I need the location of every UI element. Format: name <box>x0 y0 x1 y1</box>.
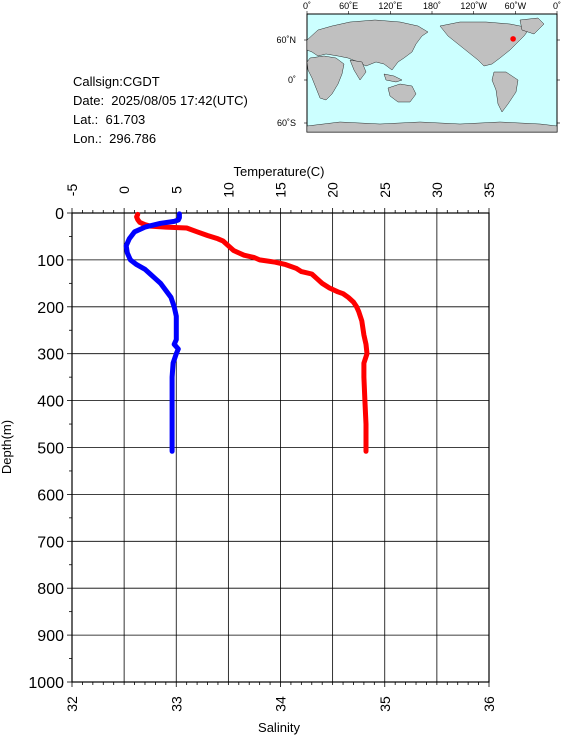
map-longitude-labels: 0˚ 60˚E 120˚E 180˚ 120˚W 60˚W 0˚ <box>303 1 561 14</box>
map-longitude-label: 0˚ <box>553 1 561 11</box>
depth-tick-label: 900 <box>37 628 64 645</box>
map-latitude-labels: 60˚N 0˚ 60˚S <box>276 35 560 128</box>
station-info: Callsign:CGDT Date: 2025/08/05 17:42(UTC… <box>73 72 248 148</box>
salinity-tick-label: 35 <box>377 696 393 712</box>
station-marker <box>510 36 516 42</box>
map-longitude-label: 120˚E <box>378 1 402 11</box>
map-longitude-label: 60˚E <box>339 1 358 11</box>
temperature-tick-label: -5 <box>64 184 80 197</box>
longitude-text: Lon.: 296.786 <box>73 131 157 146</box>
profile-series <box>123 211 370 454</box>
land-greenland <box>519 17 545 35</box>
world-map: 0˚ 60˚E 120˚E 180˚ 120˚W 60˚W 0˚ 60˚N 0˚ 60˚S <box>276 1 561 133</box>
salinity-axis: 32 33 34 35 36 <box>64 682 497 712</box>
depth-tick-label: 400 <box>37 394 64 411</box>
temperature-axis: -5 0 5 10 15 20 25 30 35 <box>64 182 497 213</box>
temperature-tick-label: 10 <box>220 182 236 198</box>
depth-tick-label: 600 <box>37 487 64 504</box>
temperature-tick-label: 20 <box>325 182 341 198</box>
latitude-text: Lat.: 61.703 <box>73 112 146 127</box>
depth-tick-label: 0 <box>55 206 64 223</box>
temperature-tick-label: 35 <box>481 182 497 198</box>
land-antarctica <box>306 121 558 133</box>
temperature-tick-label: 5 <box>168 186 184 194</box>
land-eurasia <box>306 19 429 71</box>
temperature-tick-label: 30 <box>429 182 445 198</box>
land-india <box>349 59 367 81</box>
map-latitude-label: 60˚N <box>276 35 296 45</box>
depth-axis: 0 100 200 300 400 500 600 700 800 900 1000 <box>28 206 72 692</box>
land-north-america <box>439 21 531 67</box>
temperature-profile-line <box>134 211 370 454</box>
depth-tick-label: 800 <box>37 581 64 598</box>
temperature-tick-label: 15 <box>273 182 289 198</box>
depth-tick-label: 200 <box>37 300 64 317</box>
depth-tick-label: 500 <box>37 441 64 458</box>
land-south-america <box>491 71 519 113</box>
land-africa <box>306 55 345 101</box>
temperature-tick-label: 25 <box>377 182 393 198</box>
depth-tick-label: 1000 <box>28 675 64 692</box>
depth-tick-label: 300 <box>37 347 64 364</box>
callsign-text: Callsign:CGDT <box>73 74 160 89</box>
salinity-tick-label: 34 <box>273 696 289 712</box>
map-longitude-label: 60˚W <box>505 1 527 11</box>
salinity-axis-title: Salinity <box>258 720 300 735</box>
land-indonesia <box>383 73 403 83</box>
plot-grid <box>72 213 489 682</box>
map-longitude-label: 180˚ <box>423 1 441 11</box>
land-australia <box>387 83 417 103</box>
map-land <box>306 17 558 133</box>
profile-plot: -5 0 5 10 15 20 25 30 35 32 33 34 35 36 010020030040… <box>0 164 497 735</box>
salinity-tick-label: 32 <box>64 696 80 712</box>
depth-tick-label: 100 <box>37 253 64 270</box>
date-text: Date: 2025/08/05 17:42(UTC) <box>73 93 248 108</box>
map-latitude-label: 0˚ <box>288 75 296 85</box>
map-latitude-label: 60˚S <box>277 118 296 128</box>
map-longitude-label: 120˚W <box>460 1 487 11</box>
depth-axis-title: Depth(m) <box>0 420 14 474</box>
map-longitude-label: 0˚ <box>303 1 311 11</box>
salinity-tick-label: 33 <box>168 696 184 712</box>
salinity-profile-line <box>123 211 182 454</box>
temperature-axis-title: Temperature(C) <box>233 164 324 179</box>
temperature-tick-label: 0 <box>116 186 132 194</box>
salinity-tick-label: 36 <box>481 696 497 712</box>
station-marker-dot <box>510 36 516 42</box>
depth-tick-label: 700 <box>37 534 64 551</box>
